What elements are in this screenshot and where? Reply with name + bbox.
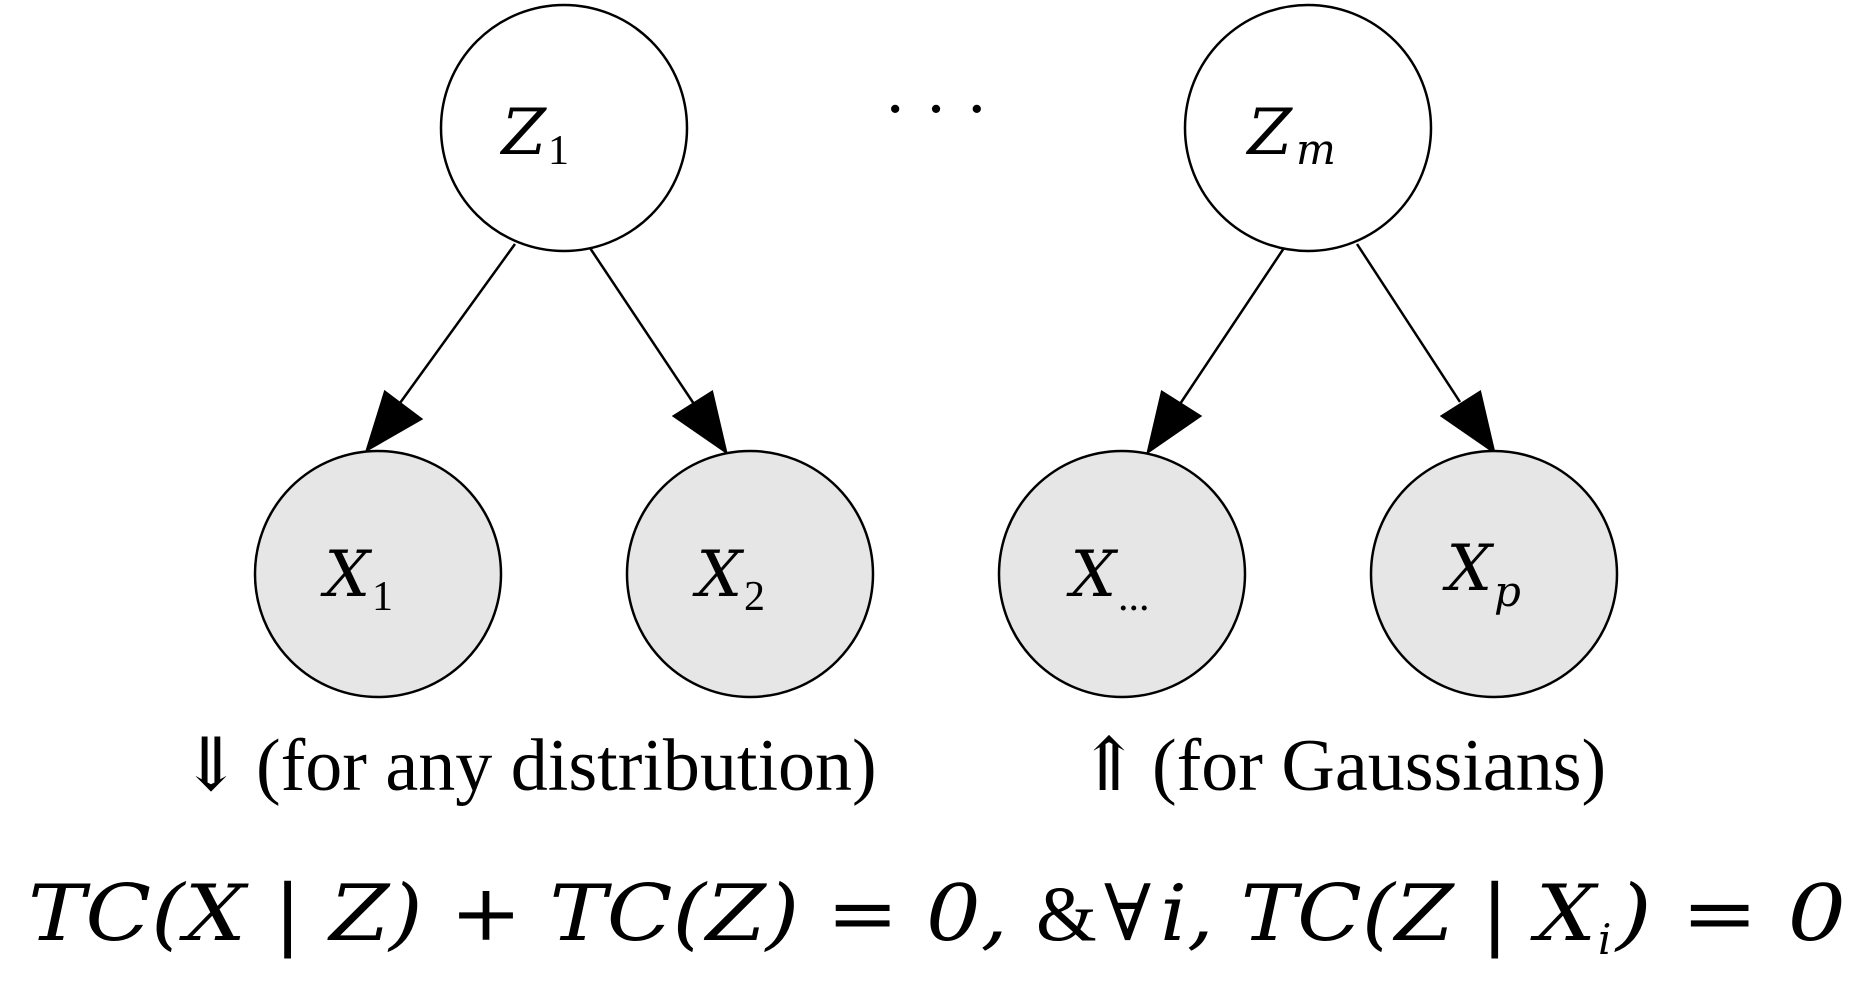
node-xdots-sub: ... — [1118, 574, 1150, 620]
node-xp-base: X — [1441, 532, 1494, 606]
observed-node-x1: X 1 — [253, 449, 503, 699]
down-implies-arrow: ⇓ — [180, 725, 242, 807]
node-zm-sub: m — [1296, 125, 1336, 174]
observed-node-xdots: X ... — [997, 449, 1247, 699]
node-zm-base: Z — [1246, 96, 1294, 170]
edge-z1-x2-arrowhead — [671, 390, 728, 455]
edge-z1-x1 — [398, 243, 517, 404]
implication-captions: ⇓ (for any distribution) ⇑ (for Gaussian… — [180, 725, 1606, 807]
formula-ampersand: & — [1036, 870, 1097, 957]
node-xdots-base: X — [1065, 538, 1118, 612]
edge-z1-x2 — [588, 247, 696, 405]
edge-zm-xdots-arrowhead — [1146, 390, 1203, 455]
node-z1-sub: 1 — [548, 128, 569, 174]
edge-zm-xp — [1355, 243, 1462, 403]
latent-node-zm: Z m — [1183, 3, 1433, 253]
node-xp-sub: p — [1494, 567, 1521, 616]
down-implies-caption: (for any distribution) — [256, 725, 877, 807]
latent-gap-ellipsis: · · · — [884, 71, 989, 148]
edge-z1-x1-arrowhead — [364, 389, 424, 453]
up-implies-caption: (for Gaussians) — [1152, 725, 1606, 807]
node-z1-base: Z — [500, 96, 548, 170]
formula-part2-sub: i — [1598, 915, 1611, 964]
node-x1-sub: 1 — [372, 574, 393, 620]
node-x1-base: X — [319, 538, 372, 612]
up-implies-arrow: ⇑ — [1078, 725, 1140, 807]
observed-node-xp: X p — [1369, 449, 1619, 699]
formula-part3: ) = 0 — [1614, 869, 1846, 959]
formula-part2: i, TC(Z | X — [1160, 869, 1600, 959]
formula-forall: ∀ — [1104, 870, 1151, 957]
latent-node-z1: Z 1 — [439, 3, 689, 253]
tc-formula: TC(X | Z) + TC(Z) = 0, & ∀ i, TC(Z | X i… — [28, 869, 1846, 964]
edge-zm-xp-arrowhead — [1439, 390, 1496, 455]
edge-zm-xdots — [1178, 247, 1286, 405]
edges — [364, 243, 1496, 455]
observed-node-x2: X 2 — [625, 449, 875, 699]
formula-part1: TC(X | Z) + TC(Z) = 0, — [28, 869, 1008, 959]
node-x2-base: X — [691, 538, 744, 612]
node-x2-sub: 2 — [744, 574, 765, 620]
